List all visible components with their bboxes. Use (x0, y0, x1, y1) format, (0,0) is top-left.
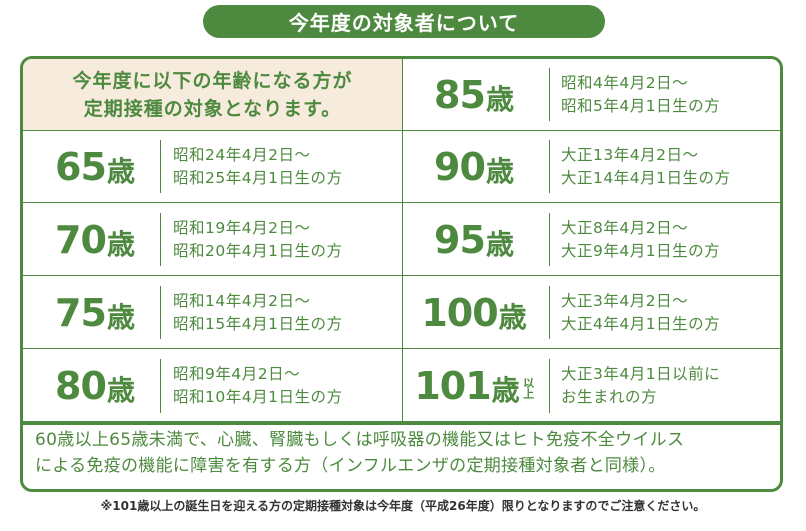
age-row-70: 70 歳 昭和19年4月2日～ 昭和20年4月1日生の方 (23, 204, 402, 276)
left-column: 今年度に以下の年齢になる方が 定期接種の対象となります。 65 歳 昭和24年4月… (23, 59, 402, 421)
row-divider (549, 359, 550, 413)
age-label: 75 歳 (55, 290, 135, 335)
row-divider (160, 140, 161, 193)
additional-eligibility-note: 60歳以上65歳未満で、心臓、腎臓もしくは呼吸器の機能又はヒト免疫不全ウイルス … (35, 427, 770, 487)
age-row-100: 100 歳 大正3年4月2日～ 大正4年4月1日生の方 (403, 277, 780, 349)
intro-line-2: 定期接種の対象となります。 (83, 97, 342, 120)
age-label: 85 歳 (434, 72, 514, 117)
intro-line-1: 今年度に以下の年齢になる方が (72, 69, 353, 92)
birth-date-range: 昭和4年4月2日～ 昭和5年4月1日生の方 (561, 73, 721, 115)
age-label: 95 歳 (434, 217, 514, 262)
age-row-90: 90 歳 大正13年4月2日～ 大正14年4月1日生の方 (403, 131, 780, 203)
row-divider (549, 68, 550, 121)
age-grid: 今年度に以下の年齢になる方が 定期接種の対象となります。 65 歳 昭和24年4月… (23, 59, 780, 425)
age-label: 65 歳 (55, 144, 135, 189)
age-row-65: 65 歳 昭和24年4月2日～ 昭和25年4月1日生の方 (23, 131, 402, 203)
intro-cell: 今年度に以下の年齢になる方が 定期接種の対象となります。 (23, 59, 402, 131)
age-label: 80 歳 (55, 364, 135, 408)
note-line-2: による免疫の機能に障害を有する方（インフルエンザの定期接種対象者と同様）。 (35, 456, 666, 476)
row-divider (549, 213, 550, 266)
age-row-101-plus: 101 歳以上 大正3年4月1日以前に お生まれの方 (403, 350, 780, 422)
row-divider (160, 286, 161, 339)
age-row-75: 75 歳 昭和14年4月2日～ 昭和15年4月1日生の方 (23, 277, 402, 349)
birth-date-range: 大正3年4月1日以前に お生まれの方 (561, 365, 721, 406)
birth-date-range: 昭和9年4月2日～ 昭和10年4月1日生の方 (173, 365, 343, 406)
birth-date-range: 昭和14年4月2日～ 昭和15年4月1日生の方 (173, 291, 343, 333)
birth-date-range: 大正3年4月2日～ 大正4年4月1日生の方 (561, 291, 721, 333)
eligibility-table: 今年度に以下の年齢になる方が 定期接種の対象となります。 65 歳 昭和24年4月… (20, 56, 783, 492)
row-divider (549, 286, 550, 339)
birth-date-range: 大正13年4月2日～ 大正14年4月1日生の方 (561, 145, 731, 187)
section-title: 今年度の対象者について (203, 5, 605, 38)
right-column: 85 歳 昭和4年4月2日～ 昭和5年4月1日生の方 90 歳 大正13年4月2日～… (402, 59, 780, 422)
age-label: 101 歳以上 (414, 364, 535, 408)
birth-date-range: 昭和19年4月2日～ 昭和20年4月1日生の方 (173, 218, 343, 260)
birth-date-range: 昭和24年4月2日～ 昭和25年4月1日生の方 (173, 145, 343, 187)
age-row-80: 80 歳 昭和9年4月2日～ 昭和10年4月1日生の方 (23, 350, 402, 422)
age-row-85: 85 歳 昭和4年4月2日～ 昭和5年4月1日生の方 (403, 59, 780, 131)
age-row-95: 95 歳 大正8年4月2日～ 大正9年4月1日生の方 (403, 204, 780, 276)
row-divider (160, 359, 161, 413)
age-label: 90 歳 (434, 144, 514, 189)
age-label: 100 歳 (421, 290, 527, 335)
row-divider (160, 213, 161, 266)
birth-date-range: 大正8年4月2日～ 大正9年4月1日生の方 (561, 218, 721, 260)
footnote: ※101歳以上の誕生日を迎える方の定期接種対象は今年度（平成26年度）限りとなり… (100, 499, 706, 513)
age-label: 70 歳 (55, 217, 135, 262)
note-line-1: 60歳以上65歳未満で、心臓、腎臓もしくは呼吸器の機能又はヒト免疫不全ウイルス (35, 430, 685, 450)
age-suffix: 以上 (521, 377, 535, 399)
row-divider (549, 140, 550, 193)
